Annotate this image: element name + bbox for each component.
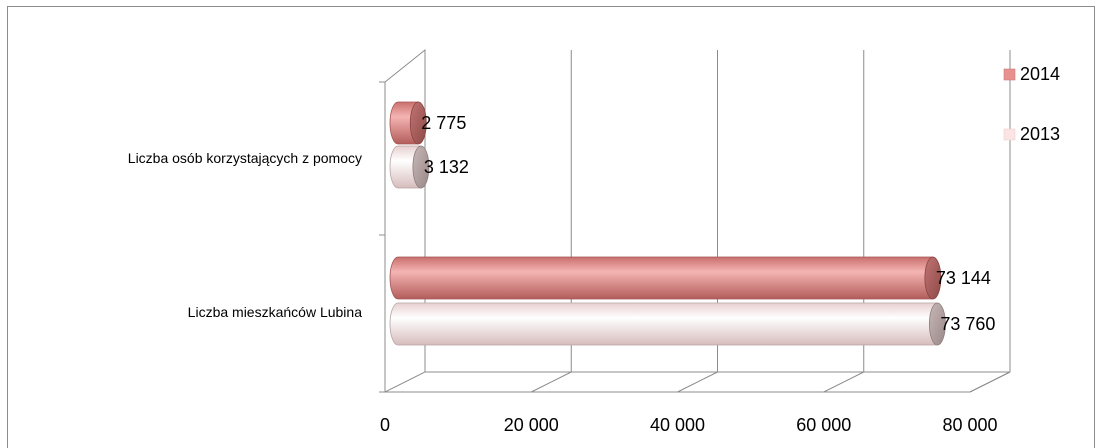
bar	[389, 145, 422, 189]
floor-gridline	[677, 371, 718, 393]
floor-gridline	[823, 371, 864, 393]
data-label: 2 775	[421, 113, 466, 133]
bar	[389, 256, 934, 300]
data-label: 73 144	[936, 268, 991, 288]
x-tick-label: 20 000	[504, 415, 559, 435]
x-tick-label: 60 000	[796, 415, 851, 435]
x-tick-label: 0	[380, 415, 390, 435]
legend-label: 2014	[1020, 64, 1060, 84]
category-label: Liczba mieszkańców Lubina	[188, 304, 363, 320]
category-label: Liczba osób korzystających z pomocy	[128, 150, 362, 166]
legend-swatch	[1003, 68, 1016, 81]
bar-cap	[924, 256, 942, 300]
legend: 2014 2013	[1003, 64, 1060, 144]
data-labels: 2 775 3 132 73 144 73 760	[421, 113, 995, 334]
bar-cap	[928, 302, 946, 346]
floor-gridline	[969, 371, 1011, 393]
legend-label: 2013	[1020, 124, 1060, 144]
x-tick-label: 80 000	[942, 415, 997, 435]
data-label: 3 132	[424, 157, 469, 177]
data-label: 73 760	[940, 314, 995, 334]
legend-swatch	[1003, 128, 1016, 141]
bar	[389, 302, 938, 346]
category-labels: Liczba osób korzystających z pomocy Liczb…	[128, 150, 362, 320]
bar-cap	[412, 145, 430, 189]
floor-gridline	[531, 371, 572, 393]
x-tick-labels: 0 20 000 40 000 60 000 80 000	[380, 415, 998, 435]
bar-cap	[409, 101, 427, 145]
bars	[389, 101, 946, 346]
chart-frame	[7, 6, 1095, 448]
x-tick-label: 40 000	[650, 415, 705, 435]
